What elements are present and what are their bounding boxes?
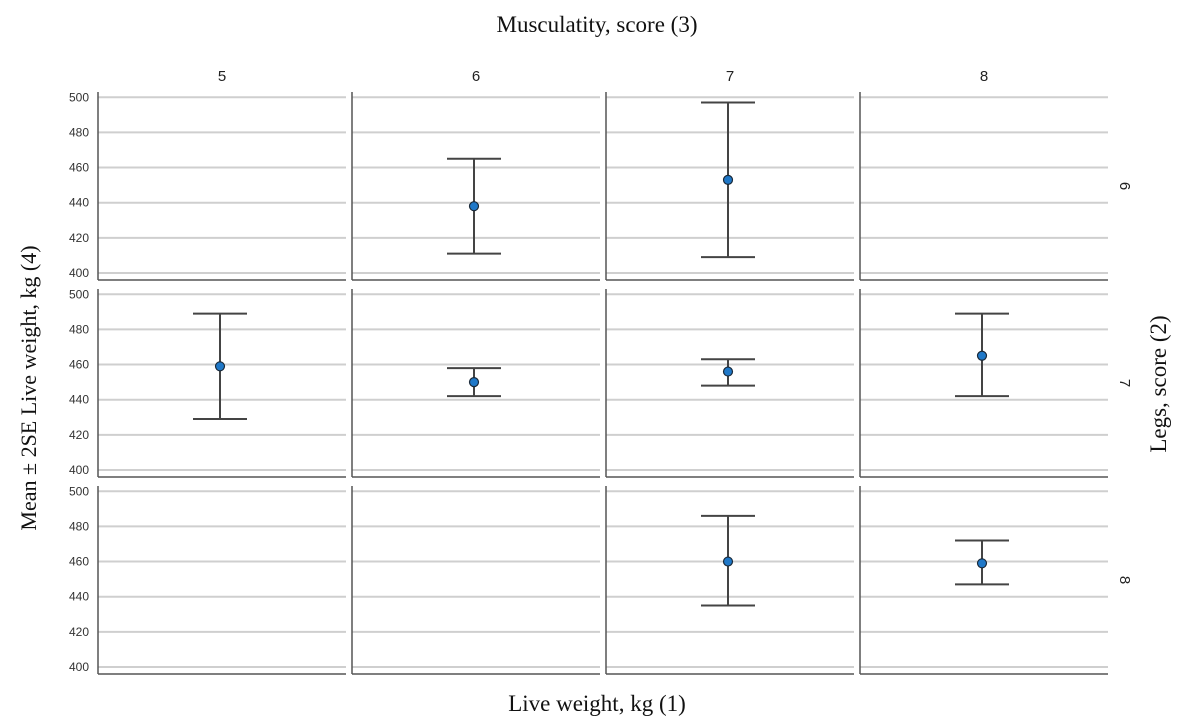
column-header-6: 6 bbox=[472, 68, 480, 85]
column-header-7: 7 bbox=[726, 68, 734, 85]
mean-point bbox=[722, 174, 734, 185]
plot-area: 5 6 7 8 6 7 8 400 420 440 460 480 500 400 420 440 460 480… bbox=[69, 68, 1133, 675]
y-axis-label: Mean ± 2SE Live weight, kg (4) bbox=[16, 245, 41, 530]
y-tick-label: 400 bbox=[69, 660, 89, 674]
mean-point bbox=[468, 201, 480, 212]
y-tick-label: 460 bbox=[69, 161, 89, 175]
y-tick-label: 440 bbox=[69, 590, 89, 604]
mean-point bbox=[214, 361, 226, 372]
y-tick-label: 480 bbox=[69, 519, 89, 533]
y-tick-label: 420 bbox=[69, 231, 89, 245]
mean-point bbox=[976, 558, 988, 569]
y-tick-label: 440 bbox=[69, 196, 89, 210]
column-header-5: 5 bbox=[218, 68, 226, 85]
y-tick-label: 420 bbox=[69, 428, 89, 442]
y-tick-label: 480 bbox=[69, 322, 89, 336]
mean-point bbox=[468, 377, 480, 388]
y-tick-label: 500 bbox=[69, 90, 89, 104]
y-tick-label: 400 bbox=[69, 463, 89, 477]
y-tick-label: 420 bbox=[69, 625, 89, 639]
y-tick-label: 400 bbox=[69, 266, 89, 280]
column-header-8: 8 bbox=[980, 68, 988, 85]
row-header-6: 6 bbox=[1116, 182, 1133, 190]
y-tick-label: 480 bbox=[69, 125, 89, 139]
row-header-8: 8 bbox=[1116, 576, 1133, 584]
y-tick-label: 460 bbox=[69, 555, 89, 569]
y-tick-label: 440 bbox=[69, 393, 89, 407]
y-tick-label: 460 bbox=[69, 358, 89, 372]
mean-point bbox=[722, 556, 734, 567]
row-axis-label: Legs, score (2) bbox=[1146, 315, 1171, 452]
y-tick-label: 500 bbox=[69, 484, 89, 498]
mean-point bbox=[722, 366, 734, 377]
mean-point bbox=[976, 350, 988, 361]
row-header-7: 7 bbox=[1116, 379, 1133, 387]
x-axis-label: Live weight, kg (1) bbox=[508, 691, 686, 716]
y-tick-label: 500 bbox=[69, 287, 89, 301]
chart-title: Musculatity, score (3) bbox=[497, 12, 698, 37]
